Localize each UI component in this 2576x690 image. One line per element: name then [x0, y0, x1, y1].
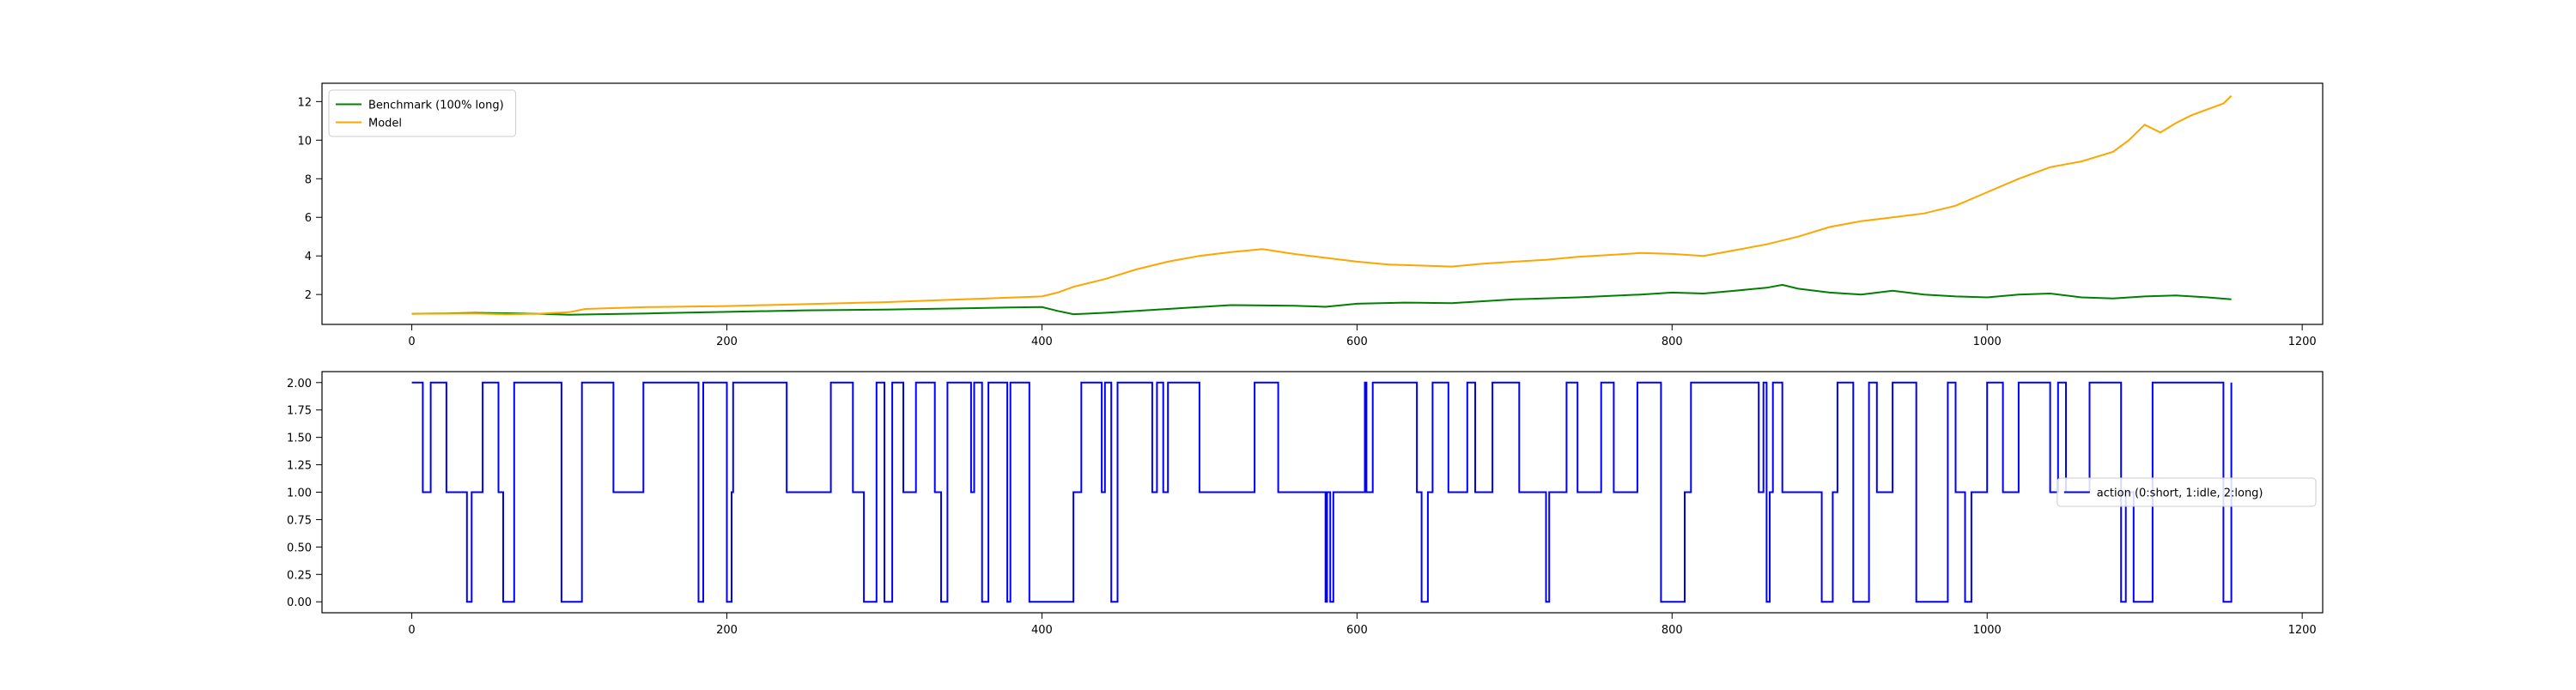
y-tick-label: 2.00: [287, 378, 312, 390]
x-tick-label: 0: [408, 624, 415, 637]
legend-box: [2057, 477, 2317, 507]
y-tick-label: 1.50: [287, 433, 312, 445]
x-tick-label: 400: [1031, 624, 1053, 637]
series-line-0-1: [411, 94, 2233, 316]
x-tick-label: 800: [1662, 336, 1683, 348]
y-tick-label: 6: [305, 212, 312, 225]
legend-label: action (0:short, 1:idle, 2:long): [2097, 487, 2263, 500]
series-line-1-0: [411, 381, 2233, 603]
x-tick-label: 1000: [1973, 336, 2002, 348]
y-tick-label: 1.25: [287, 460, 312, 473]
x-tick-label: 400: [1031, 336, 1053, 348]
x-tick-label: 200: [716, 336, 738, 348]
legend-label: Model: [368, 118, 402, 130]
top-chart: 0 200 400 600 800 1000 1200 2 4 6 8 10 12 Benchmark (…: [297, 82, 2324, 348]
x-tick-label: 1200: [2288, 336, 2317, 348]
y-tick-label: 2: [305, 289, 312, 302]
y-tick-label: 4: [305, 251, 312, 263]
x-tick-label: 800: [1662, 624, 1683, 637]
x-tick-label: 0: [408, 336, 415, 348]
y-tick-label: 1.75: [287, 405, 312, 418]
y-tick-label: 8: [305, 173, 312, 186]
legend: Benchmark (100% long) Model: [328, 89, 517, 137]
bottom-chart: 0 200 400 600 800 1000 1200 0.00 0.25 0.50 0.75 1.0…: [287, 371, 2324, 637]
legend-box: [328, 89, 517, 137]
legend: action (0:short, 1:idle, 2:long): [2057, 477, 2317, 507]
x-tick-label: 1000: [1973, 624, 2002, 637]
x-tick-label: 600: [1346, 624, 1368, 637]
y-tick-label: 0.50: [287, 542, 312, 554]
y-tick-label: 1.00: [287, 487, 312, 500]
x-tick-label: 600: [1346, 336, 1368, 348]
series-line-0-0: [411, 283, 2232, 316]
legend-label: Benchmark (100% long): [368, 100, 504, 112]
y-tick-label: 0.25: [287, 569, 312, 582]
y-tick-label: 12: [297, 96, 312, 109]
axes-frame: [321, 82, 2324, 325]
y-tick-label: 10: [297, 135, 312, 148]
x-tick-label: 1200: [2288, 624, 2317, 637]
y-tick-label: 0.00: [287, 596, 312, 609]
y-tick-label: 0.75: [287, 514, 312, 527]
x-tick-label: 200: [716, 624, 738, 637]
